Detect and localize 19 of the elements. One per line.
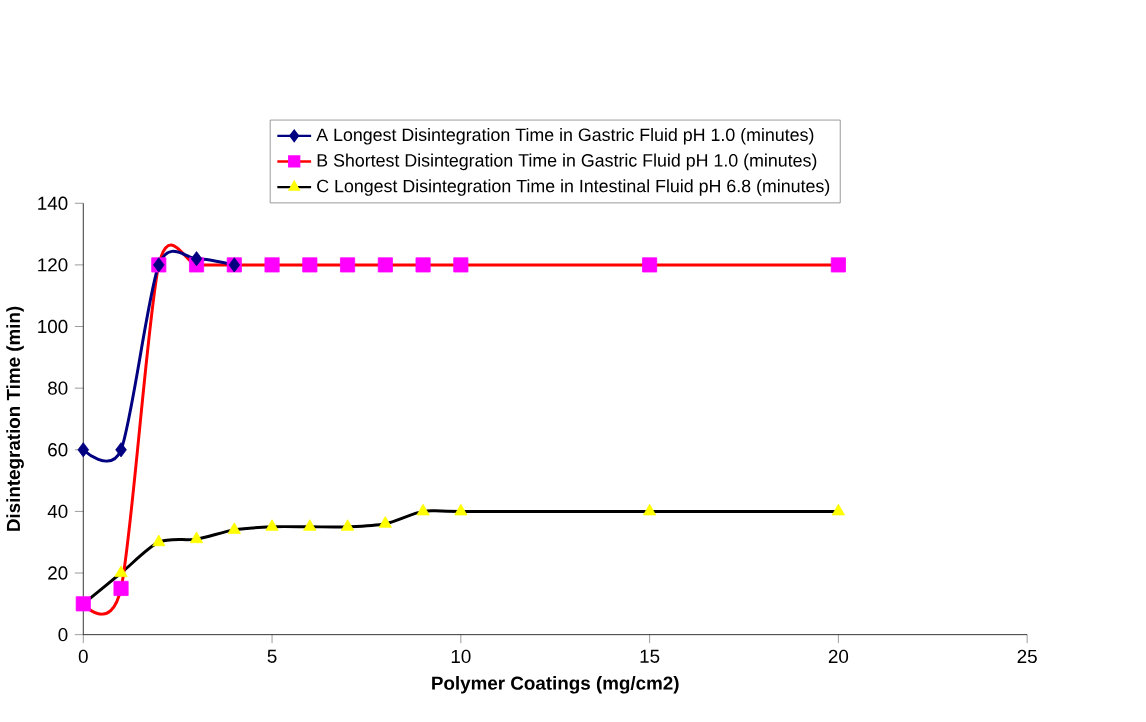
x-tick-label: 25 (1017, 649, 1037, 664)
legend-label: A Longest Disintegration Time in Gastric Fluid pH 1.0 (minutes) (316, 127, 814, 145)
y-axis-title: Disintegration Time (min) (6, 306, 24, 531)
y-tick-label: 40 (47, 504, 68, 519)
x-tick-label: 5 (267, 649, 277, 663)
x-tick-label: 20 (828, 649, 849, 664)
y-tick-label: 100 (38, 319, 68, 334)
x-tick-label: 10 (451, 649, 471, 664)
x-tick-label: 15 (640, 649, 660, 663)
legend-label: C Longest Disintegration Time in Intestinal Fluid pH 6.8 (minutes) (317, 179, 830, 196)
legend-label: B Shortest Disintegration Time in Gastric Fluid pH 1.0 (minutes) (317, 153, 817, 171)
y-tick-label: 20 (48, 566, 68, 580)
x-tick-label: 0 (78, 649, 88, 664)
x-axis-title: Polymer Coatings (mg/cm2) (432, 675, 679, 694)
y-tick-label: 60 (48, 443, 68, 457)
y-tick-label: 120 (38, 258, 68, 272)
y-tick-label: 0 (58, 627, 68, 642)
y-tick-label: 80 (48, 381, 68, 395)
y-tick-label: 140 (38, 196, 68, 210)
